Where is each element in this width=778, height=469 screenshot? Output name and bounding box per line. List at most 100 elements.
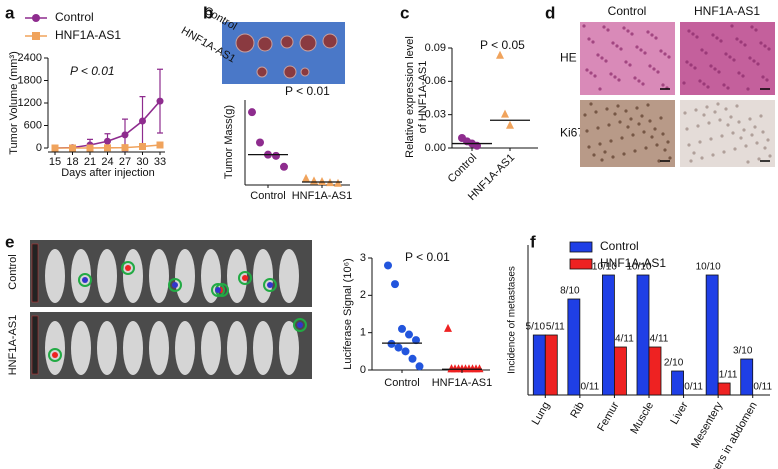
value-label: 4/11: [650, 334, 669, 345]
cell: [637, 79, 641, 83]
cell: [741, 74, 745, 78]
cell: [739, 136, 743, 140]
cell: [716, 102, 720, 106]
cell: [596, 53, 600, 57]
cell: [607, 123, 611, 127]
value-label: 2/10: [664, 358, 684, 369]
point: [156, 141, 164, 149]
value-label: 0/11: [753, 382, 772, 393]
cell: [611, 41, 615, 45]
cell: [722, 83, 726, 87]
cell: [605, 107, 609, 111]
cell: [709, 137, 713, 141]
cell: [737, 120, 741, 124]
point: [334, 178, 342, 187]
cell: [732, 58, 736, 62]
x-tick-label: Rib: [568, 400, 587, 420]
point: [447, 364, 456, 373]
point: [280, 162, 288, 171]
cell: [650, 33, 654, 37]
bar: [740, 358, 754, 396]
mouse: [123, 249, 143, 303]
mouse: [123, 321, 143, 375]
cell: [646, 103, 650, 107]
point: [415, 362, 424, 371]
point: [391, 280, 399, 289]
mouse: [227, 321, 247, 375]
y-axis-label: Luciferase Signal (10⁶): [342, 258, 354, 370]
cell: [646, 30, 650, 34]
cell: [657, 159, 661, 163]
bar: [705, 274, 719, 396]
y-tick-label: 0.06: [425, 75, 446, 87]
y-axis-label: Tumor Volume (mm³): [8, 51, 20, 155]
cell: [691, 32, 695, 36]
legend-label: HNF1A-AS1: [600, 256, 666, 270]
point: [256, 138, 264, 147]
cell: [655, 143, 659, 147]
x-tick-label: Lung: [530, 400, 553, 427]
signal-core: [267, 282, 273, 288]
bar: [648, 346, 662, 396]
histology-image: [580, 22, 675, 95]
cell: [596, 126, 600, 130]
cell: [711, 153, 715, 157]
cell: [635, 106, 639, 110]
cell: [600, 56, 604, 60]
x-tick-label: 18: [66, 156, 78, 168]
scale-bar: [31, 243, 39, 303]
cell: [620, 136, 624, 140]
cell: [730, 24, 734, 28]
cell: [668, 156, 672, 160]
cell: [728, 55, 732, 59]
cell: [613, 75, 617, 79]
mouse: [279, 249, 299, 303]
cell: [702, 113, 706, 117]
cell: [706, 85, 710, 89]
panel-label: a: [5, 3, 15, 22]
value-label: 3/10: [733, 346, 753, 357]
cell: [629, 117, 633, 121]
bar: [602, 274, 615, 396]
signal: [121, 261, 135, 275]
panel-label: e: [5, 232, 14, 251]
point: [248, 108, 256, 117]
value-label: 0/11: [580, 382, 599, 393]
panel-label: c: [400, 3, 409, 22]
cell: [694, 108, 698, 112]
cell: [656, 70, 660, 74]
y-tick-label: 3: [360, 252, 366, 264]
tumor: [322, 33, 338, 49]
point: [121, 131, 129, 139]
cell: [626, 29, 630, 33]
cell: [585, 129, 589, 133]
point: [86, 144, 94, 152]
x-tick-label: Liver: [668, 400, 690, 427]
cell: [729, 115, 733, 119]
cell: [639, 48, 643, 52]
cell: [735, 104, 739, 108]
cell: [726, 123, 730, 127]
value-label: 10/10: [626, 262, 651, 273]
x-axis-label: Days after injection: [61, 167, 155, 179]
cell: [756, 62, 760, 66]
cell: [682, 81, 686, 85]
mouse: [253, 249, 273, 303]
point: [412, 336, 420, 345]
cell: [687, 29, 691, 33]
y-tick-label: 0: [36, 142, 42, 154]
cell: [624, 60, 628, 64]
cell: [642, 130, 646, 134]
cell: [615, 44, 619, 48]
point: [454, 364, 463, 373]
point: [121, 144, 129, 152]
cell: [766, 138, 770, 142]
point: [69, 144, 76, 152]
cell: [616, 104, 620, 108]
bar: [567, 298, 581, 396]
x-tick-label: Muscle: [628, 400, 656, 436]
x-tick-label: Control: [384, 377, 419, 389]
cell: [633, 149, 637, 153]
point: [104, 137, 111, 145]
cell: [626, 125, 630, 129]
